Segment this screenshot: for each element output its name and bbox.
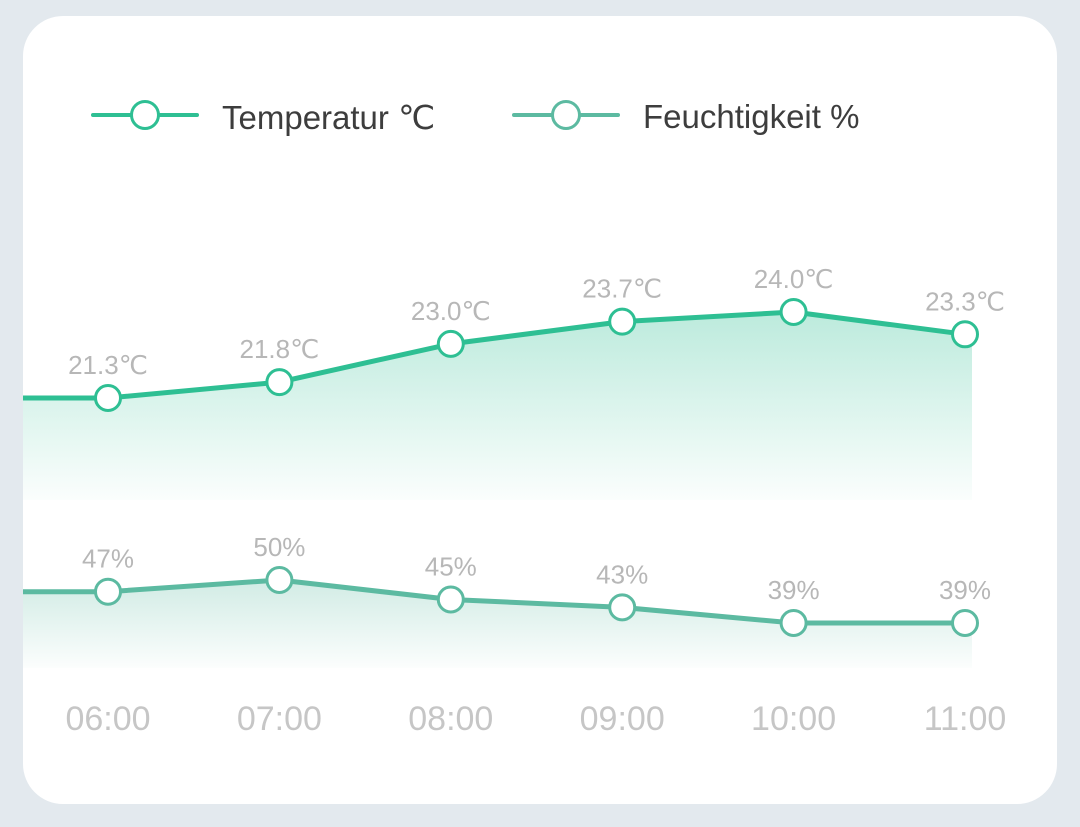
data-point-humidity bbox=[94, 577, 122, 606]
legend-marker-temperature bbox=[130, 100, 160, 130]
data-label-humidity: 50% bbox=[253, 532, 305, 562]
x-tick-label: 09:00 bbox=[580, 700, 665, 738]
area-temperature bbox=[23, 312, 972, 500]
data-label-temperature: 21.8℃ bbox=[239, 334, 319, 364]
data-point-temperature bbox=[265, 368, 294, 397]
data-label-humidity: 39% bbox=[768, 575, 820, 605]
data-point-temperature bbox=[436, 329, 465, 358]
data-label-humidity: 47% bbox=[82, 544, 134, 574]
area-humidity bbox=[23, 580, 972, 668]
data-label-temperature: 23.0℃ bbox=[411, 296, 491, 326]
x-tick-label: 06:00 bbox=[65, 700, 150, 738]
x-tick-label: 08:00 bbox=[408, 700, 493, 738]
x-tick-label: 07:00 bbox=[237, 700, 322, 738]
data-label-humidity: 43% bbox=[596, 559, 648, 589]
data-point-humidity bbox=[436, 585, 465, 614]
x-tick-label: 10:00 bbox=[751, 700, 836, 738]
legend-marker-humidity bbox=[551, 100, 581, 130]
data-label-humidity: 39% bbox=[939, 575, 991, 605]
data-point-temperature bbox=[608, 307, 637, 336]
legend-label-humidity: Feuchtigkeit % bbox=[643, 98, 860, 135]
legend-label-temperature: Temperatur ℃ bbox=[222, 99, 436, 136]
data-label-temperature: 23.3℃ bbox=[925, 286, 1005, 316]
data-label-temperature: 24.0℃ bbox=[754, 264, 834, 294]
data-point-humidity bbox=[265, 566, 294, 594]
data-point-temperature bbox=[94, 384, 122, 412]
data-label-humidity: 45% bbox=[425, 552, 477, 582]
data-label-temperature: 21.3℃ bbox=[68, 350, 148, 380]
x-tick-label: 11:00 bbox=[924, 700, 1007, 738]
data-point-humidity bbox=[779, 609, 808, 637]
data-point-humidity bbox=[951, 609, 979, 637]
data-point-humidity bbox=[608, 593, 637, 622]
data-label-temperature: 23.7℃ bbox=[582, 274, 662, 304]
data-point-temperature bbox=[779, 298, 808, 326]
data-point-temperature bbox=[951, 320, 979, 349]
